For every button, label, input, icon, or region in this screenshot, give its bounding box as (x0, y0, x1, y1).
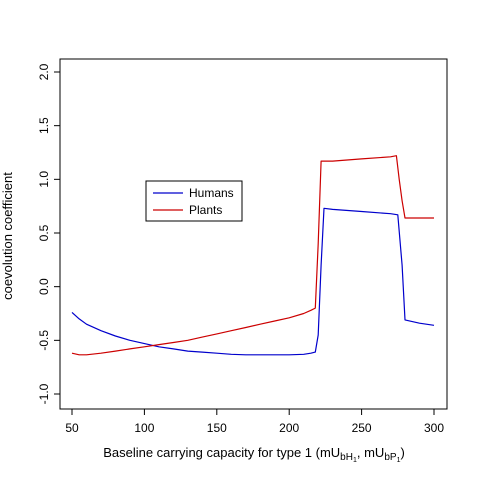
y-tick-label: 1.5 (37, 117, 51, 134)
x-tick-label: 250 (352, 421, 372, 435)
plot-area-frame (59, 58, 448, 410)
y-tick-label: 1.0 (37, 171, 51, 188)
y-tick-label: -0.5 (37, 330, 51, 351)
legend-box (145, 180, 243, 222)
x-tick-label: 50 (65, 421, 79, 435)
legend-label-plants: Plants (189, 203, 222, 217)
y-axis-label: coevolution coefficient (0, 172, 15, 300)
x-tick-label: 200 (279, 421, 299, 435)
series-line-plants (71, 155, 434, 356)
y-tick-label: -1.0 (37, 383, 51, 404)
x-tick-label: 300 (424, 421, 444, 435)
series-layer (71, 155, 435, 356)
x-axis-label: Baseline carrying capacity for type 1 (m… (103, 445, 405, 464)
y-axis: -1.0 -0.5 0.0 0.5 1.0 1.5 2.0 (37, 63, 60, 404)
x-tick-label: 150 (207, 421, 227, 435)
x-axis: 50 100 150 200 250 300 (65, 409, 444, 435)
legend-label-humans: Humans (189, 186, 234, 200)
y-tick-label: 2.0 (37, 63, 51, 80)
y-tick-label: 0.5 (37, 224, 51, 241)
x-tick-label: 100 (134, 421, 154, 435)
series-line-humans (71, 207, 435, 356)
y-tick-label: 0.0 (37, 278, 51, 295)
legend: Humans Plants (145, 180, 243, 222)
